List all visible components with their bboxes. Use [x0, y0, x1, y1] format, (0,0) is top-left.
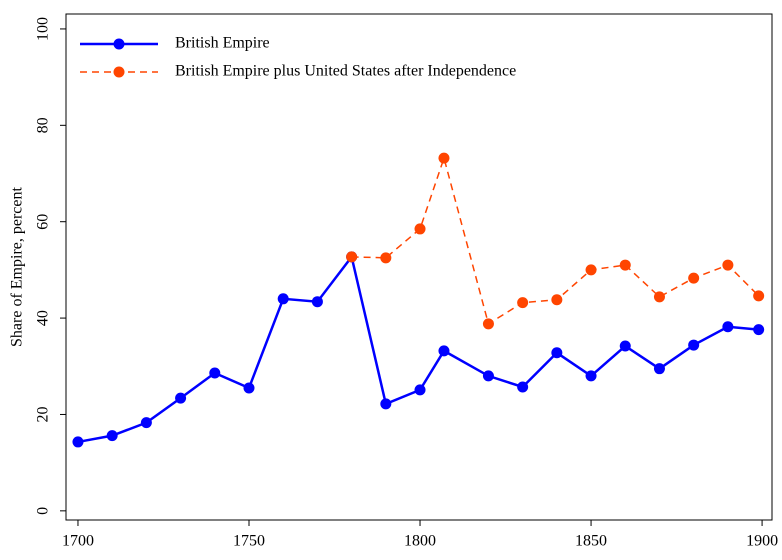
data-point: [380, 398, 392, 410]
data-point: [414, 384, 426, 396]
data-point: [585, 370, 597, 382]
data-point: [722, 259, 734, 271]
data-point: [438, 345, 450, 357]
y-tick-label: 100: [35, 17, 52, 41]
data-point: [585, 264, 597, 276]
data-point: [753, 324, 765, 336]
data-point: [277, 293, 289, 305]
x-tick-label: 1700: [62, 533, 94, 550]
plot-frame: [65, 13, 773, 521]
data-point: [551, 347, 563, 359]
data-point: [175, 392, 187, 404]
data-point: [414, 223, 426, 235]
data-point: [72, 436, 84, 448]
data-point: [380, 252, 392, 264]
series-line: [77, 254, 759, 444]
legend-label: British Empire: [175, 35, 270, 52]
y-tick-label: 80: [35, 117, 52, 133]
data-point: [438, 152, 450, 164]
data-point: [482, 370, 494, 382]
data-point: [106, 430, 118, 442]
data-point: [688, 272, 700, 284]
data-point: [140, 417, 152, 429]
y-tick-label: 60: [35, 214, 52, 230]
data-point: [619, 340, 631, 352]
data-point: [482, 318, 494, 330]
data-point: [346, 251, 358, 263]
y-tick-label: 0: [35, 507, 52, 515]
data-point: [653, 363, 665, 375]
data-point: [243, 382, 255, 394]
data-point: [722, 321, 734, 333]
data-point: [551, 294, 563, 306]
data-point: [311, 296, 323, 308]
x-tick-label: 1800: [404, 533, 436, 550]
data-point: [517, 297, 529, 309]
y-axis-label: Share of Empire, percent: [9, 186, 26, 346]
data-point: [688, 339, 700, 351]
legend-label: British Empire plus United States after …: [175, 63, 516, 80]
y-tick-label: 20: [35, 406, 52, 422]
y-tick-label: 40: [35, 310, 52, 326]
data-point: [753, 290, 765, 302]
data-point: [209, 367, 221, 379]
legend-marker: [113, 66, 125, 78]
data-point: [619, 259, 631, 271]
x-tick-label: 1750: [233, 533, 265, 550]
legend-marker: [113, 38, 125, 50]
data-point: [517, 381, 529, 393]
x-tick-label: 1850: [575, 533, 607, 550]
x-tick-label: 1900: [746, 533, 778, 550]
data-point: [653, 291, 665, 303]
